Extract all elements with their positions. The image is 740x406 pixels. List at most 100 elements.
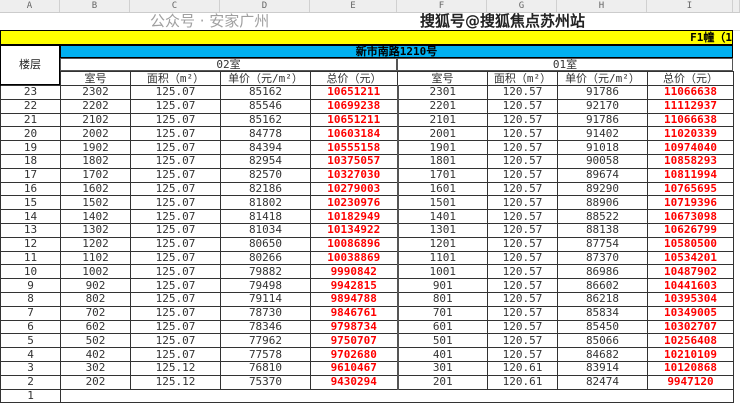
cell[interactable]: 125.07 xyxy=(130,85,221,100)
cell[interactable]: 79498 xyxy=(220,278,311,293)
cell[interactable]: 77962 xyxy=(220,333,311,349)
cell[interactable]: 125.07 xyxy=(130,222,221,238)
cell[interactable]: 78730 xyxy=(220,305,311,321)
cell[interactable]: 2301 xyxy=(397,85,488,100)
column-header[interactable] xyxy=(733,0,740,12)
cell[interactable]: 902 xyxy=(60,278,131,293)
cell[interactable]: 125.07 xyxy=(130,305,221,321)
cell[interactable]: 701 xyxy=(397,305,488,321)
cell[interactable]: 125.07 xyxy=(130,140,221,155)
total-price-cell[interactable]: 10555158 xyxy=(310,140,399,155)
cell[interactable]: 1701 xyxy=(397,167,488,183)
cell[interactable]: 901 xyxy=(397,278,488,293)
total-price-cell[interactable]: 10279003 xyxy=(310,181,399,197)
total-price-cell[interactable]: 11112937 xyxy=(647,98,734,114)
cell[interactable]: 502 xyxy=(60,333,131,349)
total-price-cell[interactable]: 10765695 xyxy=(647,181,734,197)
total-price-cell[interactable]: 9750707 xyxy=(310,333,399,349)
total-price-cell[interactable]: 9798734 xyxy=(310,319,399,335)
cell[interactable]: 1902 xyxy=(60,140,131,155)
floor-cell[interactable]: 11 xyxy=(0,250,61,266)
floor-cell[interactable]: 8 xyxy=(0,291,61,307)
cell[interactable]: 1502 xyxy=(60,195,131,211)
cell[interactable]: 802 xyxy=(60,291,131,307)
column-header[interactable]: E xyxy=(310,0,397,12)
floor-cell[interactable]: 9 xyxy=(0,278,61,293)
cell[interactable]: 88906 xyxy=(557,195,648,211)
cell[interactable]: 120.57 xyxy=(487,347,558,362)
cell[interactable]: 120.57 xyxy=(487,236,558,252)
cell[interactable]: 79882 xyxy=(220,264,311,280)
cell[interactable]: 86602 xyxy=(557,278,648,293)
cell[interactable]: 120.57 xyxy=(487,305,558,321)
cell[interactable]: 79114 xyxy=(220,291,311,307)
cell[interactable]: 120.57 xyxy=(487,153,558,169)
building-banner[interactable]: F1幢（1 xyxy=(0,30,733,45)
total-price-cell[interactable]: 9430294 xyxy=(310,374,399,390)
column-header[interactable]: B xyxy=(60,0,130,12)
floor-cell[interactable]: 20 xyxy=(0,126,61,142)
cell[interactable]: 81034 xyxy=(220,222,311,238)
cell[interactable]: 120.57 xyxy=(487,167,558,183)
cell[interactable]: 2101 xyxy=(397,112,488,128)
cell[interactable]: 120.57 xyxy=(487,112,558,128)
cell[interactable]: 120.57 xyxy=(487,319,558,335)
floor-cell[interactable]: 22 xyxy=(0,98,61,114)
cell[interactable]: 85834 xyxy=(557,305,648,321)
total-price-cell[interactable]: 10858293 xyxy=(647,153,734,169)
group-01[interactable]: 01室 xyxy=(397,58,733,71)
cell[interactable]: 120.57 xyxy=(487,85,558,100)
cell[interactable]: 87754 xyxy=(557,236,648,252)
cell[interactable]: 83914 xyxy=(557,360,648,376)
cell[interactable]: 120.57 xyxy=(487,264,558,280)
cell[interactable]: 120.57 xyxy=(487,333,558,349)
total-price-cell[interactable]: 10120868 xyxy=(647,360,734,376)
empty-cell[interactable] xyxy=(60,388,734,404)
total-price-cell[interactable]: 10302707 xyxy=(647,319,734,335)
cell[interactable]: 1301 xyxy=(397,222,488,238)
cell[interactable]: 90058 xyxy=(557,153,648,169)
cell[interactable]: 1302 xyxy=(60,222,131,238)
total-price-cell[interactable]: 9702680 xyxy=(310,347,399,362)
cell[interactable]: 1402 xyxy=(60,209,131,224)
cell[interactable]: 2201 xyxy=(397,98,488,114)
total-price-cell[interactable]: 10327030 xyxy=(310,167,399,183)
cell[interactable]: 302 xyxy=(60,360,131,376)
floor-cell[interactable]: 1 xyxy=(0,388,61,404)
total-price-cell[interactable]: 10673098 xyxy=(647,209,734,224)
floor-cell[interactable]: 7 xyxy=(0,305,61,321)
cell[interactable]: 81802 xyxy=(220,195,311,211)
total-price-cell[interactable]: 10441603 xyxy=(647,278,734,293)
cell[interactable]: 125.07 xyxy=(130,209,221,224)
cell[interactable]: 120.57 xyxy=(487,250,558,266)
column-title[interactable]: 室号 xyxy=(60,71,131,86)
cell[interactable]: 75370 xyxy=(220,374,311,390)
cell[interactable]: 125.07 xyxy=(130,126,221,142)
cell[interactable]: 77578 xyxy=(220,347,311,362)
floor-cell[interactable]: 3 xyxy=(0,360,61,376)
cell[interactable]: 1802 xyxy=(60,153,131,169)
cell[interactable]: 120.57 xyxy=(487,291,558,307)
cell[interactable]: 125.07 xyxy=(130,195,221,211)
total-price-cell[interactable]: 9990842 xyxy=(310,264,399,280)
column-title[interactable]: 单价（元/m²） xyxy=(220,71,311,86)
floor-cell[interactable]: 2 xyxy=(0,374,61,390)
column-header[interactable]: G xyxy=(487,0,557,12)
cell[interactable]: 120.57 xyxy=(487,140,558,155)
total-price-cell[interactable]: 10182949 xyxy=(310,209,399,224)
cell[interactable]: 402 xyxy=(60,347,131,362)
total-price-cell[interactable]: 10651211 xyxy=(310,85,399,100)
cell[interactable]: 1602 xyxy=(60,181,131,197)
column-title[interactable]: 总价（元） xyxy=(647,71,734,86)
column-title[interactable]: 室号 xyxy=(397,71,488,86)
cell[interactable]: 91402 xyxy=(557,126,648,142)
floor-cell[interactable]: 19 xyxy=(0,140,61,155)
total-price-cell[interactable]: 11066638 xyxy=(647,112,734,128)
total-price-cell[interactable]: 10811994 xyxy=(647,167,734,183)
floor-cell[interactable]: 5 xyxy=(0,333,61,349)
cell[interactable]: 125.07 xyxy=(130,112,221,128)
total-price-cell[interactable]: 10719396 xyxy=(647,195,734,211)
total-price-cell[interactable]: 10134922 xyxy=(310,222,399,238)
cell[interactable]: 801 xyxy=(397,291,488,307)
total-price-cell[interactable]: 10038869 xyxy=(310,250,399,266)
